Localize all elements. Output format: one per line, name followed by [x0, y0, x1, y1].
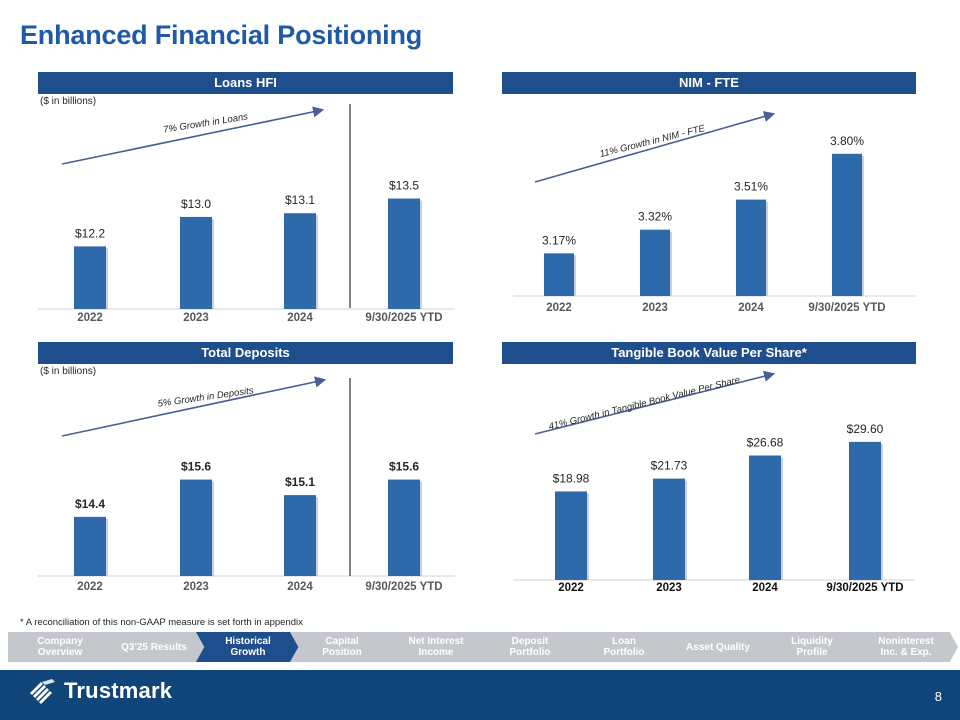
tbv-growth-annotation: 41% Growth in Tangible Book Value Per Sh…: [548, 374, 742, 432]
total-deposits-chart: $14.4 2022 $15.6 2023 $15.1 2024 $15.6 9/30/202…: [38, 376, 455, 593]
tbv-category-label: 9/30/2025 YTD: [826, 582, 903, 594]
loans-bar: [74, 246, 106, 309]
deposits-unit-note: ($ in billions): [40, 366, 97, 377]
deposits-bar: [180, 479, 212, 576]
footnote: * A reconciliation of this non-GAAP meas…: [20, 617, 303, 628]
deposits-data-label: $15.1: [285, 475, 315, 489]
nav-loan-portfolio[interactable]: Loan Portfolio: [572, 632, 676, 662]
nav-historical-growth[interactable]: Historical Growth: [196, 632, 300, 662]
nim-bar: [736, 199, 766, 296]
tangible-book-value-chart: $18.98 2022 $21.73 2023 $26.68 2024 $29.60 9/30…: [513, 370, 915, 594]
nim-data-label: 3.51%: [734, 180, 768, 194]
trustmark-logo: Trustmark: [28, 676, 172, 706]
nim-data-label: 3.80%: [830, 134, 864, 148]
trustmark-logo-icon: [30, 679, 55, 704]
deposits-growth-arrow: [61, 376, 327, 437]
deposits-category-label: 2022: [77, 581, 103, 593]
tbv-bar: [653, 478, 685, 580]
nav-capital-position[interactable]: Capital Position: [290, 632, 394, 662]
loans-category-label: 9/30/2025 YTD: [365, 312, 442, 324]
footer-bar: [0, 670, 960, 720]
deposits-category-label: 2024: [287, 581, 313, 593]
nim-bar: [640, 229, 670, 296]
tbv-data-label: $18.98: [553, 471, 590, 485]
loans-category-label: 2022: [77, 312, 103, 324]
loans-hfi-header: Loans HFI: [38, 72, 453, 94]
nav-net-interest-income[interactable]: Net Interest Income: [384, 632, 488, 662]
trustmark-logo-text: Trustmark: [64, 678, 173, 703]
nav-q3-results[interactable]: Q3'25 Results: [102, 632, 206, 662]
nav-liquidity-profile[interactable]: Liquidity Profile: [760, 632, 864, 662]
tbv-bar: [849, 441, 881, 580]
loans-data-label: $13.5: [389, 179, 419, 193]
deposits-data-label: $14.4: [75, 497, 105, 511]
tbv-category-label: 2022: [558, 582, 584, 594]
nim-bar: [544, 253, 574, 296]
tbv-data-label: $26.68: [747, 435, 784, 449]
nim-data-label: 3.17%: [542, 233, 576, 247]
tbv-category-label: 2023: [656, 582, 682, 594]
section-nav: Company Overview Q3'25 Results Historical…: [8, 632, 958, 662]
loans-growth-arrow: [61, 106, 325, 165]
deposits-bar: [388, 479, 420, 576]
loans-data-label: $12.2: [75, 226, 105, 240]
loans-growth-annotation: 7% Growth in Loans: [163, 111, 249, 135]
loans-category-label: 2023: [183, 312, 209, 324]
nim-fte-chart: 3.17% 2022 3.32% 2023 3.51% 2024 3.80% 9/30/202…: [513, 111, 915, 314]
tbv-data-label: $29.60: [847, 422, 884, 436]
nim-bar: [832, 153, 862, 296]
nim-growth-arrow: [534, 111, 776, 183]
nim-category-label: 2024: [738, 302, 764, 314]
nim-fte-header: NIM - FTE: [502, 72, 916, 94]
nav-asset-quality[interactable]: Asset Quality: [666, 632, 770, 662]
nim-category-label: 9/30/2025 YTD: [808, 302, 885, 314]
tbv-data-label: $21.73: [651, 459, 688, 473]
tbv-bar: [555, 491, 587, 580]
loans-bar: [388, 198, 420, 309]
tbv-bar: [749, 455, 781, 580]
deposits-bar: [284, 495, 316, 576]
tbv-category-label: 2024: [752, 582, 778, 594]
nav-noninterest-inc-exp[interactable]: Noninterest Inc. & Exp.: [854, 632, 958, 662]
loans-data-label: $13.0: [181, 197, 211, 211]
nim-growth-annotation: 11% Growth in NIM - FTE: [599, 123, 707, 160]
tbv-header: Tangible Book Value Per Share*: [502, 342, 916, 364]
loans-bar: [284, 213, 316, 309]
deposits-data-label: $15.6: [389, 460, 419, 474]
deposits-data-label: $15.6: [181, 460, 211, 474]
nim-category-label: 2022: [546, 302, 572, 314]
page-number: 8: [934, 689, 942, 704]
total-deposits-header: Total Deposits: [38, 342, 453, 364]
deposits-category-label: 9/30/2025 YTD: [365, 581, 442, 593]
nav-deposit-portfolio[interactable]: Deposit Portfolio: [478, 632, 582, 662]
loans-data-label: $13.1: [285, 193, 315, 207]
deposits-category-label: 2023: [183, 581, 209, 593]
loans-hfi-chart: $12.2 2022 $13.0 2023 $13.1 2024 $13.5 9/30/202…: [38, 104, 455, 324]
loans-unit-note: ($ in billions): [40, 96, 97, 107]
loans-category-label: 2024: [287, 312, 313, 324]
nim-data-label: 3.32%: [638, 210, 672, 224]
nim-category-label: 2023: [642, 302, 668, 314]
tbv-growth-arrow: [534, 370, 776, 435]
nav-company-overview[interactable]: Company Overview: [8, 632, 112, 662]
page-title: Enhanced Financial Positioning: [20, 20, 423, 50]
deposits-bar: [74, 516, 106, 576]
loans-bar: [180, 216, 212, 309]
